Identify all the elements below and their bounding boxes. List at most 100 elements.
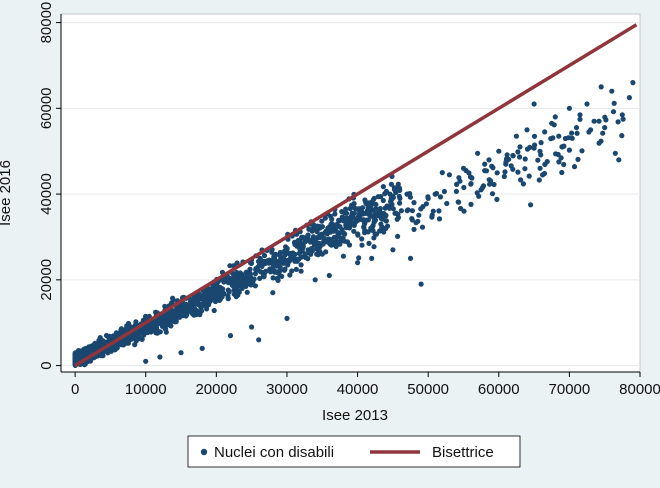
scatter-point (170, 314, 176, 320)
scatter-point (188, 302, 194, 308)
scatter-point (343, 206, 349, 212)
scatter-point (279, 273, 285, 279)
scatter-point (436, 216, 443, 222)
scatter-point (258, 260, 264, 267)
scatter-point (407, 255, 414, 261)
scatter-point (282, 251, 288, 257)
scatter-point (256, 337, 262, 343)
scatter-point (199, 296, 205, 302)
scatter-point (219, 286, 225, 292)
scatter-point (517, 144, 523, 150)
scatter-point (542, 129, 548, 135)
scatter-point (423, 201, 429, 207)
scatter-point (289, 268, 295, 274)
scatter-point (319, 231, 325, 237)
scatter-point (207, 288, 214, 294)
scatter-point (540, 172, 546, 178)
scatter-point (518, 177, 524, 183)
scatter-point (437, 194, 444, 200)
scatter-point (190, 311, 196, 317)
scatter-point (296, 242, 302, 248)
scatter-point (429, 212, 435, 218)
scatter-point (615, 119, 621, 125)
scatter-point (494, 196, 500, 202)
scatter-point (298, 268, 304, 274)
scatter-point (252, 271, 258, 277)
scatter-point (249, 324, 255, 330)
scatter-point (110, 333, 116, 340)
scatter-point (487, 181, 493, 187)
scatter-point (489, 191, 496, 197)
scatter-point (389, 201, 395, 207)
scatter-point (474, 190, 480, 196)
scatter-point (157, 317, 163, 324)
scatter-point (362, 221, 368, 227)
scatter-point (524, 127, 530, 133)
scatter-point (231, 274, 237, 280)
scatter-point (248, 260, 255, 266)
scatter-point (522, 156, 528, 162)
scatter-point (612, 150, 618, 156)
scatter-point (250, 281, 256, 287)
axes (60, 14, 640, 373)
x-tick-label: 20000 (195, 381, 237, 398)
x-ticks: 0 10000 20000 30000 40000 50000 60000 70000 8000… (71, 372, 660, 398)
scatter-point (579, 148, 585, 154)
scatter-point (276, 258, 282, 264)
scatter-point (419, 224, 426, 230)
scatter-point (238, 277, 244, 283)
scatter-point (524, 146, 531, 152)
scatter-point (552, 114, 558, 120)
scatter-point (178, 350, 184, 356)
scatter-point (531, 133, 538, 139)
scatter-point (378, 221, 384, 227)
scatter-point (147, 323, 153, 329)
scatter-point (566, 105, 573, 111)
scatter-point (355, 231, 361, 237)
scatter-point (373, 201, 379, 208)
scatter-point (405, 207, 411, 213)
scatter-point (356, 255, 362, 261)
legend-marker-points (200, 448, 208, 456)
scatter-point (363, 199, 369, 205)
scatter-point (610, 109, 617, 115)
scatter-point (323, 249, 329, 255)
scatter-point (510, 153, 516, 159)
y-tick-label: 0 (38, 361, 55, 369)
scatter-point (233, 292, 239, 298)
scatter-point (272, 268, 278, 274)
scatter-point (620, 116, 626, 122)
scatter-point (537, 165, 543, 171)
scatter-point (486, 177, 492, 183)
scatter-point (292, 239, 298, 245)
scatter-point (626, 95, 633, 101)
scatter-point (559, 169, 565, 176)
scatter-point (204, 293, 210, 299)
scatter-point (510, 166, 516, 172)
scatter-point (221, 291, 227, 297)
scatter-point (504, 152, 510, 158)
scatter-point (425, 194, 431, 200)
scatter-point (359, 236, 365, 242)
scatter-point (314, 229, 320, 235)
scatter-point (159, 322, 165, 328)
scatter-point (243, 282, 249, 288)
scatter-point (556, 133, 562, 139)
scatter-point (298, 262, 304, 268)
scatter-point (503, 159, 509, 165)
scatter-point (244, 289, 250, 295)
scatter-point (398, 208, 404, 214)
scatter-point (384, 223, 391, 229)
scatter-point (561, 143, 567, 149)
y-tick-label: 80000 (38, 2, 55, 44)
scatter-point (282, 266, 288, 272)
scatter-point (163, 312, 169, 318)
scatter-point (207, 298, 213, 304)
x-tick-label: 80000 (619, 381, 660, 398)
scatter-point (494, 170, 500, 176)
scatter-point (577, 112, 583, 118)
scatter-point (397, 200, 403, 206)
scatter-point (284, 315, 290, 321)
scatter-point (439, 170, 445, 176)
scatter-point (502, 169, 508, 175)
